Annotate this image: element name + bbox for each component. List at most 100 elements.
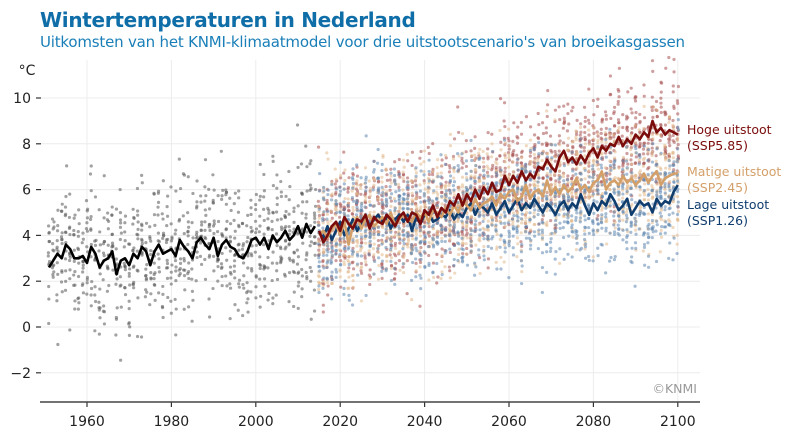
ensemble-point-high xyxy=(591,142,595,146)
ensemble-point-low xyxy=(540,228,544,232)
ensemble-point-historical xyxy=(178,261,183,265)
ensemble-point-low xyxy=(502,192,507,197)
ensemble-point-historical xyxy=(77,208,81,212)
ensemble-point-high xyxy=(321,303,325,307)
ensemble-point-low xyxy=(600,183,604,187)
ensemble-point-low xyxy=(325,209,330,213)
ensemble-point-low xyxy=(566,194,571,199)
ensemble-point-historical xyxy=(106,227,110,231)
ensemble-point-high xyxy=(427,151,431,156)
ensemble-point-moderate xyxy=(354,191,358,195)
ensemble-point-low xyxy=(604,215,608,219)
ensemble-point-moderate xyxy=(503,156,508,160)
ensemble-point-historical xyxy=(195,255,199,260)
ensemble-point-low xyxy=(414,166,418,170)
ensemble-point-historical xyxy=(246,235,250,240)
ensemble-point-moderate xyxy=(625,183,630,187)
ensemble-point-historical xyxy=(237,196,241,200)
ensemble-point-historical xyxy=(98,287,102,291)
ensemble-point-historical xyxy=(132,264,136,268)
ensemble-point-high xyxy=(659,122,663,127)
ensemble-point-low xyxy=(456,258,460,263)
ensemble-point-moderate xyxy=(334,205,338,209)
ensemble-point-low xyxy=(520,281,524,286)
ensemble-point-moderate xyxy=(495,218,499,223)
ensemble-point-moderate xyxy=(368,210,372,215)
ensemble-point-moderate xyxy=(528,162,533,166)
ensemble-point-high xyxy=(359,271,364,275)
ensemble-point-high xyxy=(528,154,532,158)
ensemble-point-high xyxy=(617,66,622,70)
ensemble-point-moderate xyxy=(439,276,443,281)
ensemble-point-low xyxy=(410,242,414,247)
ensemble-point-historical xyxy=(199,228,203,232)
ensemble-point-low xyxy=(401,247,405,251)
ensemble-point-low xyxy=(583,168,587,173)
ensemble-point-low xyxy=(486,182,490,186)
ensemble-point-historical xyxy=(85,292,89,296)
ensemble-point-low xyxy=(452,180,457,184)
ensemble-point-moderate xyxy=(499,173,503,177)
ensemble-point-low xyxy=(528,211,532,215)
ensemble-point-high xyxy=(317,213,322,218)
ensemble-point-historical xyxy=(149,252,153,257)
ensemble-point-historical xyxy=(245,281,249,285)
ensemble-point-low xyxy=(456,200,460,205)
ensemble-point-low xyxy=(579,143,583,147)
ensemble-point-historical xyxy=(145,263,149,267)
ensemble-point-moderate xyxy=(440,253,444,257)
ensemble-point-moderate xyxy=(316,274,321,278)
ensemble-point-historical xyxy=(220,197,224,201)
ensemble-point-historical xyxy=(105,289,110,293)
ensemble-point-historical xyxy=(195,204,199,208)
ensemble-point-low xyxy=(419,276,423,280)
ensemble-point-low xyxy=(520,212,524,216)
ensemble-point-low xyxy=(646,172,650,177)
ensemble-point-moderate xyxy=(477,222,481,227)
ensemble-point-moderate xyxy=(447,183,451,188)
ensemble-point-low xyxy=(668,241,672,245)
ensemble-point-historical xyxy=(249,230,253,234)
ensemble-point-moderate xyxy=(355,179,359,183)
ensemble-point-historical xyxy=(93,195,98,199)
ensemble-point-moderate xyxy=(548,173,553,177)
ensemble-point-high xyxy=(625,151,629,156)
ensemble-point-low xyxy=(529,243,533,247)
ensemble-point-historical xyxy=(186,211,190,215)
ensemble-point-moderate xyxy=(393,246,398,251)
ensemble-point-moderate xyxy=(617,126,621,130)
ensemble-point-moderate xyxy=(671,150,675,154)
ensemble-point-high xyxy=(536,111,540,116)
ensemble-point-high xyxy=(507,158,512,162)
ensemble-point-high xyxy=(503,170,507,174)
ensemble-point-low xyxy=(600,226,604,230)
ensemble-point-high xyxy=(432,233,436,237)
ensemble-point-low xyxy=(625,228,629,232)
ensemble-point-historical xyxy=(312,288,317,292)
ensemble-point-historical xyxy=(308,162,312,166)
ensemble-point-historical xyxy=(275,218,280,222)
ensemble-point-high xyxy=(507,147,511,151)
ensemble-point-moderate xyxy=(376,250,380,255)
ensemble-point-high xyxy=(520,150,524,155)
ensemble-point-historical xyxy=(50,266,55,270)
ensemble-point-historical xyxy=(287,242,291,246)
ensemble-point-low xyxy=(409,252,414,256)
ensemble-point-low xyxy=(642,188,646,193)
ensemble-point-historical xyxy=(297,280,301,284)
ensemble-point-high xyxy=(519,120,524,125)
ensemble-point-historical xyxy=(89,255,93,259)
ensemble-point-low xyxy=(630,246,634,250)
ensemble-point-low xyxy=(427,201,431,205)
ensemble-point-low xyxy=(651,230,655,234)
ensemble-point-moderate xyxy=(587,169,591,173)
ensemble-point-low xyxy=(402,242,406,246)
ensemble-point-low xyxy=(318,269,322,273)
ensemble-point-low xyxy=(511,234,515,238)
ensemble-point-high xyxy=(473,146,477,151)
ensemble-point-high xyxy=(646,167,650,171)
ensemble-point-historical xyxy=(76,247,81,252)
ensemble-point-moderate xyxy=(444,184,448,188)
ensemble-point-high xyxy=(553,149,557,154)
ensemble-point-historical xyxy=(114,282,118,286)
